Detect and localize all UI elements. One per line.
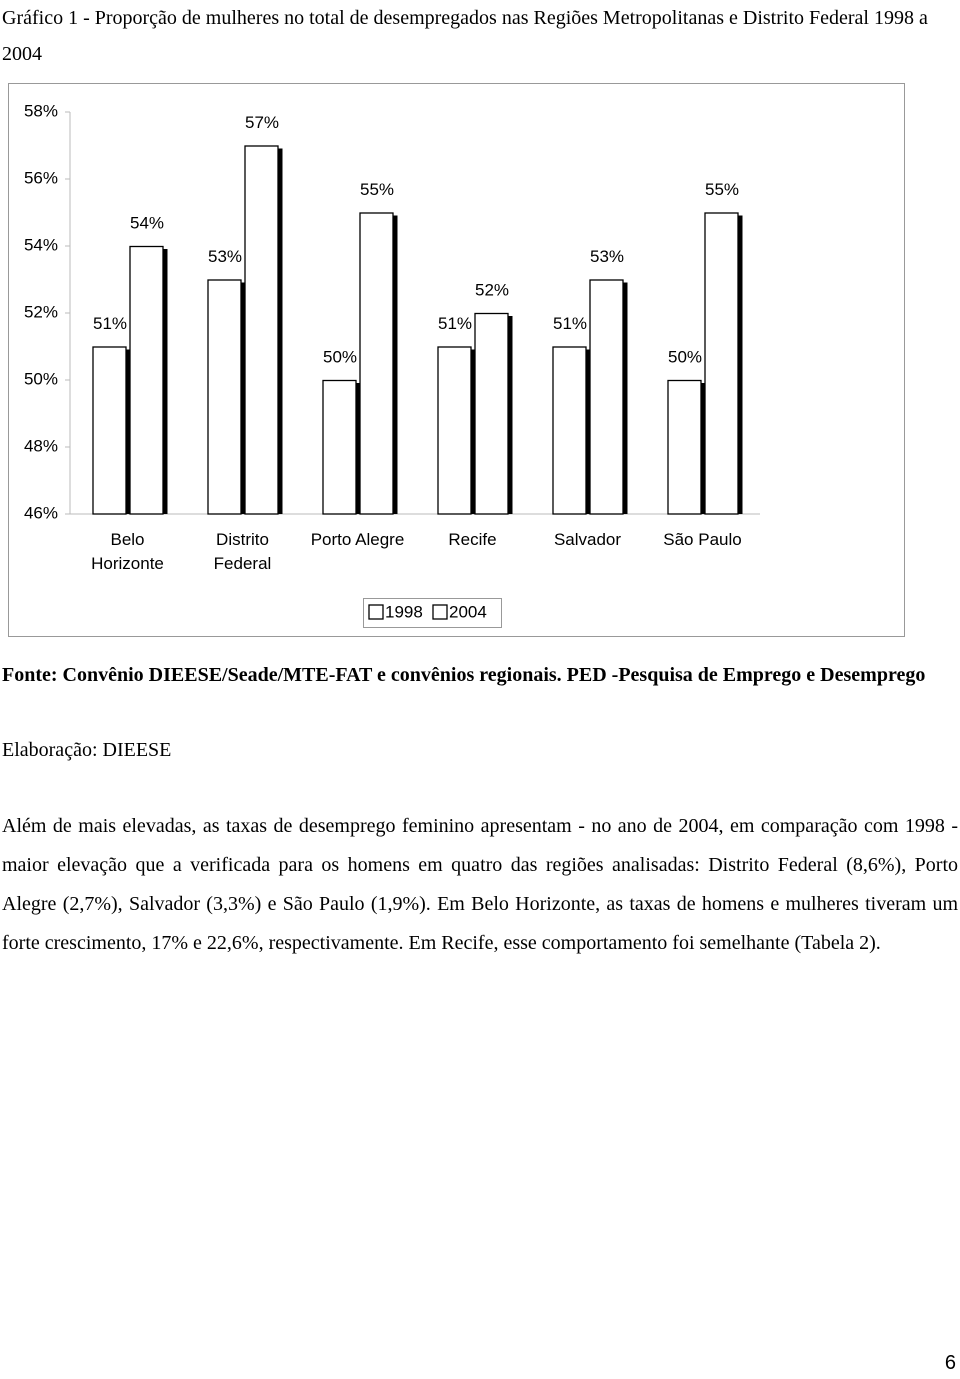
legend-label: 1998 <box>385 602 423 621</box>
value-label: 51% <box>93 314 127 333</box>
chart-frame <box>8 83 905 637</box>
x-tick-label: Porto Alegre <box>310 530 405 549</box>
bar-shadow <box>738 215 743 514</box>
value-label: 50% <box>323 347 357 366</box>
bar-shadow <box>393 215 398 514</box>
value-label: 51% <box>438 314 472 333</box>
bar <box>92 346 127 515</box>
x-tick-label: Belo Horizonte <box>91 530 164 573</box>
y-tick-label: 52% <box>24 302 58 321</box>
value-label: 54% <box>130 213 164 232</box>
value-label: 55% <box>360 180 394 199</box>
bar-shadow <box>586 349 591 514</box>
chart-caption: Gráfico 1 - Proporção de mulheres no tot… <box>2 7 928 65</box>
bar-shadow <box>356 383 361 514</box>
body-paragraph: Além de mais elevadas, as taxas de desem… <box>2 815 958 954</box>
y-tick-label: 58% <box>24 101 58 120</box>
bar <box>129 245 164 515</box>
x-tick-label: Distrito Federal <box>213 530 272 573</box>
bar <box>704 212 739 515</box>
y-tick-label: 54% <box>24 235 58 254</box>
page-number: 6 <box>944 1352 956 1374</box>
x-tick-label: São Paulo <box>663 530 742 549</box>
bar-shadow <box>163 249 168 514</box>
bar-shadow <box>701 383 706 514</box>
bar <box>552 346 587 515</box>
value-label: 50% <box>668 347 702 366</box>
legend-swatch <box>432 604 448 620</box>
bar-shadow <box>241 282 246 514</box>
bar-shadow <box>471 349 476 514</box>
bar <box>437 346 472 515</box>
bar <box>667 379 702 515</box>
source-note: Fonte: Convênio DIEESE/Seade/MTE-FAT e c… <box>2 664 926 686</box>
bar <box>359 212 394 515</box>
bar <box>244 145 279 515</box>
value-label: 53% <box>208 247 242 266</box>
bar-shadow <box>623 282 628 514</box>
legend-label: 2004 <box>449 602 487 621</box>
y-tick-label: 46% <box>24 503 58 522</box>
value-label: 53% <box>590 247 624 266</box>
y-tick-label: 56% <box>24 168 58 187</box>
bar <box>207 279 242 515</box>
x-tick-label: Salvador <box>553 530 622 549</box>
value-label: 52% <box>475 280 509 299</box>
chart: 46% 48% 50% 52% 54% 56% 58% 51% 54% 53% 57% 50% 55% 5… <box>8 83 905 637</box>
legend-swatch <box>368 604 384 620</box>
bar <box>589 279 624 515</box>
y-tick-label: 48% <box>24 436 58 455</box>
bar-shadow <box>278 148 283 514</box>
bar <box>322 379 357 515</box>
bar-shadow <box>126 349 131 514</box>
value-label: 57% <box>245 113 279 132</box>
value-label: 51% <box>553 314 587 333</box>
y-tick-label: 50% <box>24 369 58 388</box>
value-label: 55% <box>705 180 739 199</box>
legend-frame <box>363 598 502 628</box>
elaboration-note: Elaboração: DIEESE <box>2 739 172 761</box>
x-tick-label: Recife <box>448 530 497 549</box>
bar <box>474 312 509 515</box>
bar-shadow <box>508 316 513 514</box>
